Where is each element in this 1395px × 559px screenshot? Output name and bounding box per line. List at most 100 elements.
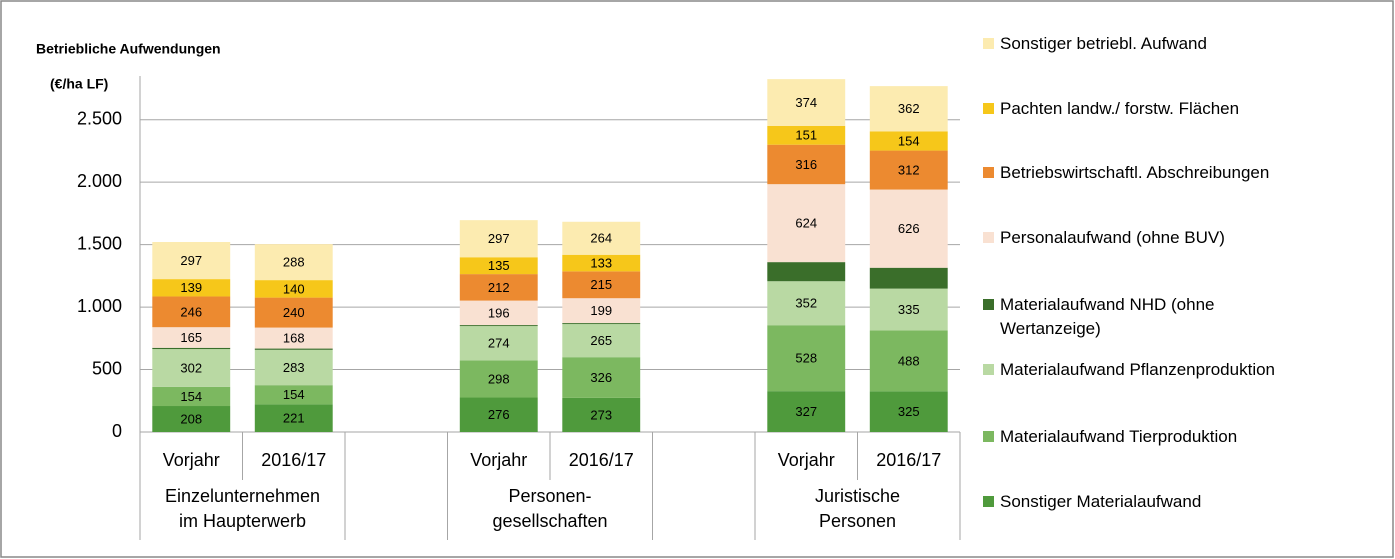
data-label: 140 <box>283 281 305 296</box>
legend-item: Pachten landw./ forstw. Flächen <box>983 97 1375 121</box>
bar-segment <box>152 327 231 348</box>
data-label: 288 <box>283 255 305 270</box>
x-tick-label: 2016/17 <box>569 450 634 470</box>
y-tick-label: 0 <box>112 421 122 441</box>
bar-segment <box>254 348 333 350</box>
bar-segment <box>767 79 846 126</box>
bar-segment <box>152 296 231 328</box>
x-tick-label: 2016/17 <box>876 450 941 470</box>
data-label: 297 <box>180 253 202 268</box>
legend-item: Materialaufwand Tierproduktion <box>983 425 1375 449</box>
group-label: Personen <box>819 511 896 531</box>
data-label: 312 <box>898 162 920 177</box>
data-label: 264 <box>590 231 612 246</box>
bar-segment <box>767 184 846 263</box>
legend-label: Materialaufwand Pflanzenproduktion <box>1000 360 1276 379</box>
y-tick-label: 2.000 <box>77 171 122 191</box>
data-label: 221 <box>283 411 305 426</box>
bar-segment <box>459 325 538 327</box>
bar-segment <box>459 257 538 275</box>
bar-segment <box>562 357 641 398</box>
data-label: 196 <box>488 305 510 320</box>
data-label: 151 <box>795 128 817 143</box>
legend-swatch <box>983 299 994 310</box>
bar-segment <box>254 404 333 432</box>
bar-segment <box>562 298 641 324</box>
bar-segment <box>562 221 641 255</box>
bar-segment <box>869 189 948 268</box>
group-label: Juristische <box>815 486 900 506</box>
x-tick-label: Vorjahr <box>163 450 220 470</box>
legend-swatch <box>983 364 994 375</box>
data-label: 154 <box>180 389 202 404</box>
data-label: 276 <box>488 407 510 422</box>
data-label: 326 <box>590 370 612 385</box>
legend-swatch <box>983 232 994 243</box>
bar-segment <box>152 242 231 280</box>
bar-segment <box>562 254 641 272</box>
data-label: 327 <box>795 404 817 419</box>
legend-label: Materialaufwand NHD (ohne Wertanzeige) <box>1000 295 1215 338</box>
bar-segment <box>459 274 538 301</box>
bar-segment <box>254 385 333 405</box>
bar-segment <box>869 267 948 289</box>
bar-segment <box>459 326 538 361</box>
bar-segment <box>562 397 641 432</box>
bar-segment <box>562 271 641 299</box>
data-label: 283 <box>283 360 305 375</box>
bar-segment <box>254 349 333 386</box>
y-tick-label: 1.500 <box>77 233 122 253</box>
data-label: 208 <box>180 411 202 426</box>
data-label: 626 <box>898 221 920 236</box>
bar-segment <box>152 349 231 387</box>
bar-segment <box>869 150 948 190</box>
data-label: 274 <box>488 336 510 351</box>
data-label: 240 <box>283 305 305 320</box>
data-label: 302 <box>180 360 202 375</box>
data-label: 335 <box>898 302 920 317</box>
data-label: 165 <box>180 330 202 345</box>
y-tick-label: 1.000 <box>77 296 122 316</box>
x-tick-label: Vorjahr <box>470 450 527 470</box>
data-label: 316 <box>795 157 817 172</box>
bar-segment <box>152 279 231 297</box>
group-label: Einzelunternehmen <box>165 486 320 506</box>
bar-segment <box>459 300 538 326</box>
bar-segment <box>767 144 846 185</box>
data-label: 168 <box>283 331 305 346</box>
data-label: 135 <box>488 258 510 273</box>
legend-item: Materialaufwand Pflanzenproduktion <box>983 358 1375 382</box>
legend-item: Betriebswirtschaftl. Abschreibungen <box>983 161 1375 185</box>
bar-segment <box>254 280 333 298</box>
data-label: 297 <box>488 231 510 246</box>
data-label: 133 <box>590 255 612 270</box>
y-tick-label: 2.500 <box>77 108 122 128</box>
y-axis-label: (€/ha LF) <box>50 76 108 92</box>
data-label: 273 <box>590 407 612 422</box>
bar-segment <box>459 397 538 432</box>
data-label: 362 <box>898 101 920 116</box>
legend-item: Sonstiger Materialaufwand <box>983 490 1375 514</box>
data-label: 624 <box>795 216 817 231</box>
data-label: 154 <box>898 133 920 148</box>
bar-segment <box>562 323 641 325</box>
bar-segment <box>767 391 846 432</box>
legend-label: Sonstiger betriebl. Aufwand <box>1000 34 1207 53</box>
data-label: 352 <box>795 296 817 311</box>
legend-item: Sonstiger betriebl. Aufwand <box>983 32 1375 56</box>
data-label: 374 <box>795 95 817 110</box>
data-label: 298 <box>488 371 510 386</box>
bar-segment <box>254 244 333 281</box>
bar-segment <box>869 391 948 432</box>
legend-item: Personalaufwand (ohne BUV) <box>983 226 1375 250</box>
bar-segment <box>459 220 538 258</box>
data-label: 215 <box>590 277 612 292</box>
legend-label: Betriebswirtschaftl. Abschreibungen <box>1000 163 1270 182</box>
x-tick-label: 2016/17 <box>261 450 326 470</box>
bar-segment <box>152 347 231 350</box>
data-label: 265 <box>590 333 612 348</box>
legend-label: Personalaufwand (ohne BUV) <box>1000 228 1225 247</box>
